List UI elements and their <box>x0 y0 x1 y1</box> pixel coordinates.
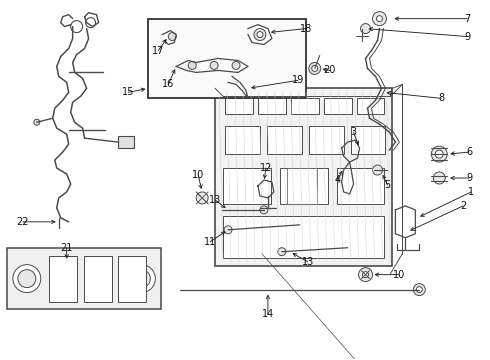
Bar <box>225 126 260 154</box>
Text: 12: 12 <box>260 163 272 173</box>
Text: 18: 18 <box>300 24 312 33</box>
Bar <box>337 168 385 204</box>
Text: 13: 13 <box>302 257 314 267</box>
Circle shape <box>416 287 422 293</box>
Bar <box>324 98 352 114</box>
Circle shape <box>210 62 218 69</box>
Circle shape <box>312 66 318 71</box>
Bar <box>119 136 134 148</box>
Circle shape <box>278 248 286 256</box>
Bar <box>84 256 112 302</box>
Circle shape <box>372 165 383 175</box>
Circle shape <box>18 270 36 288</box>
Text: 11: 11 <box>204 237 216 247</box>
Circle shape <box>132 270 150 288</box>
Text: 3: 3 <box>350 127 357 137</box>
Bar <box>287 168 317 204</box>
Bar <box>350 126 386 154</box>
Circle shape <box>414 284 425 296</box>
Circle shape <box>254 28 266 41</box>
Circle shape <box>376 15 383 22</box>
Bar <box>215 88 392 266</box>
Text: 4: 4 <box>335 175 341 185</box>
Circle shape <box>196 192 208 204</box>
Circle shape <box>257 32 263 37</box>
Circle shape <box>34 119 40 125</box>
Text: 17: 17 <box>152 45 165 55</box>
Circle shape <box>435 150 443 158</box>
Text: 9: 9 <box>466 173 472 183</box>
Bar <box>267 126 302 154</box>
Circle shape <box>431 146 447 162</box>
Circle shape <box>232 62 240 69</box>
Circle shape <box>359 268 372 282</box>
Text: 22: 22 <box>17 217 29 227</box>
Text: 7: 7 <box>464 14 470 24</box>
Circle shape <box>372 12 387 26</box>
Text: 13: 13 <box>209 195 221 205</box>
Text: 20: 20 <box>323 66 336 76</box>
Bar <box>148 19 306 98</box>
Circle shape <box>168 32 176 41</box>
Bar <box>119 256 147 302</box>
Circle shape <box>433 172 445 184</box>
Bar <box>258 98 286 114</box>
Bar <box>49 256 76 302</box>
Text: 10: 10 <box>192 170 204 180</box>
Text: 10: 10 <box>393 270 406 280</box>
Text: 14: 14 <box>262 310 274 319</box>
Circle shape <box>13 265 41 293</box>
Circle shape <box>188 62 196 69</box>
Circle shape <box>361 24 370 33</box>
Text: 16: 16 <box>162 79 174 89</box>
Text: 2: 2 <box>460 201 466 211</box>
Bar <box>7 248 161 310</box>
Text: 9: 9 <box>464 32 470 41</box>
Text: 15: 15 <box>122 87 135 97</box>
Text: 21: 21 <box>60 243 73 253</box>
Circle shape <box>127 265 155 293</box>
Circle shape <box>260 206 268 214</box>
Text: 1: 1 <box>468 187 474 197</box>
Circle shape <box>224 226 232 234</box>
Bar <box>223 216 385 258</box>
Circle shape <box>309 62 321 75</box>
Text: 19: 19 <box>292 75 304 85</box>
Bar <box>291 98 318 114</box>
Bar <box>225 98 253 114</box>
Bar <box>223 168 271 204</box>
Text: 5: 5 <box>384 180 391 190</box>
Text: 6: 6 <box>466 147 472 157</box>
Circle shape <box>363 272 368 278</box>
Text: 8: 8 <box>438 93 444 103</box>
Bar <box>357 98 385 114</box>
Bar <box>280 168 328 204</box>
Bar <box>309 126 343 154</box>
